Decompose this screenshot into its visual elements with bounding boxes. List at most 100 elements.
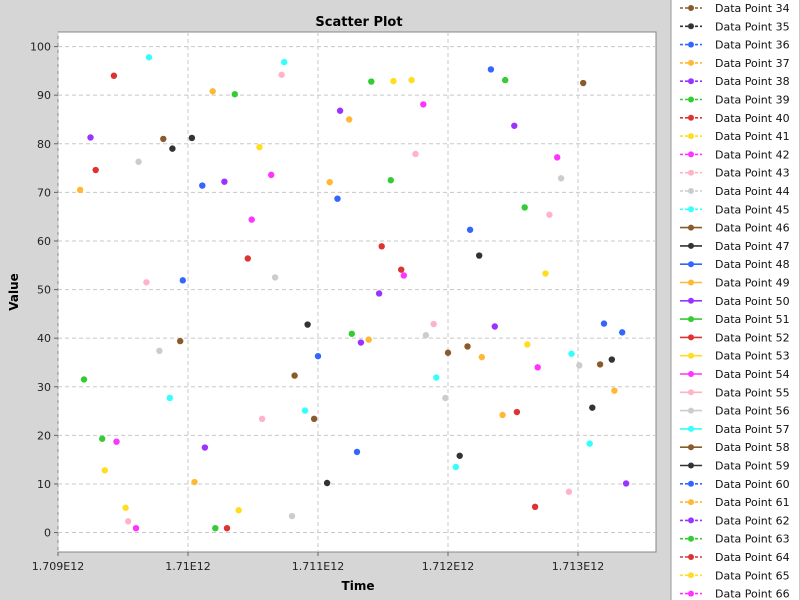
y-tick-label: 50 xyxy=(37,284,51,297)
scatter-point xyxy=(400,272,407,279)
legend-item: Data Point 56 xyxy=(680,405,790,418)
legend-marker xyxy=(688,444,694,451)
scatter-point xyxy=(491,323,498,330)
legend-marker xyxy=(688,279,694,286)
scatter-point xyxy=(580,79,587,87)
scatter-point xyxy=(310,415,318,423)
legend-label: Data Point 52 xyxy=(715,331,790,344)
legend-item: Data Point 43 xyxy=(680,167,790,180)
legend-item: Data Point 58 xyxy=(680,441,790,454)
scatter-point xyxy=(212,524,219,532)
chart-title: Scatter Plot xyxy=(315,15,402,30)
scatter-point xyxy=(179,277,186,284)
legend-label: Data Point 46 xyxy=(715,222,790,235)
legend-label: Data Point 35 xyxy=(715,20,790,33)
scatter-point xyxy=(169,145,176,152)
x-tick-label: 1.712E12 xyxy=(422,560,474,573)
legend-item: Data Point 48 xyxy=(680,258,790,271)
scatter-point xyxy=(375,290,383,297)
legend-item: Data Point 62 xyxy=(680,514,790,527)
scatter-point xyxy=(223,524,231,532)
scatter-point xyxy=(209,88,216,95)
scatter-point xyxy=(619,329,626,336)
scatter-point xyxy=(92,166,99,174)
legend-marker xyxy=(688,554,694,560)
scatter-point xyxy=(353,448,361,456)
legend-label: Data Point 48 xyxy=(715,258,790,271)
y-tick-label: 100 xyxy=(30,41,51,54)
scatter-point xyxy=(336,107,344,114)
legend-label: Data Point 54 xyxy=(715,368,790,381)
y-tick-label: 70 xyxy=(37,186,51,199)
legend-label: Data Point 55 xyxy=(715,386,790,399)
y-tick-label: 20 xyxy=(37,429,51,442)
legend-label: Data Point 45 xyxy=(715,203,790,216)
scatter-point xyxy=(412,150,419,158)
scatter-point xyxy=(378,243,385,250)
scatter-point xyxy=(390,77,397,85)
scatter-point xyxy=(499,411,506,419)
legend-marker xyxy=(688,297,694,304)
scatter-point xyxy=(291,372,298,379)
legend-label: Data Point 59 xyxy=(715,460,790,473)
legend-label: Data Point 42 xyxy=(715,148,790,161)
legend-marker xyxy=(688,188,694,194)
scatter-point xyxy=(464,343,471,350)
legend-marker xyxy=(688,371,694,377)
legend-item: Data Point 45 xyxy=(680,203,790,216)
scatter-point xyxy=(278,71,285,78)
legend-marker xyxy=(688,224,694,231)
y-axis-label: Value xyxy=(7,273,21,311)
legend-label: Data Point 62 xyxy=(715,514,790,527)
scatter-point xyxy=(511,122,518,129)
legend-marker xyxy=(688,389,694,396)
scatter-point xyxy=(420,101,427,108)
scatter-point xyxy=(600,320,608,327)
scatter-point xyxy=(268,171,275,179)
y-tick-label: 30 xyxy=(37,381,51,394)
scatter-point xyxy=(314,352,322,360)
scatter-point xyxy=(430,320,437,328)
y-tick-label: 60 xyxy=(37,235,51,248)
scatter-point xyxy=(466,226,474,233)
scatter-point xyxy=(326,178,333,186)
scatter-point xyxy=(135,158,142,165)
scatter-point xyxy=(422,332,430,339)
scatter-point xyxy=(80,376,88,383)
legend-label: Data Point 66 xyxy=(715,588,790,600)
legend-label: Data Point 53 xyxy=(715,350,790,363)
scatter-point xyxy=(191,478,198,486)
scatter-point xyxy=(188,134,196,142)
legend-item: Data Point 37 xyxy=(680,57,790,70)
legend-marker xyxy=(688,352,694,359)
legend-item: Data Point 65 xyxy=(680,569,790,582)
legend-item: Data Point 63 xyxy=(680,533,790,546)
legend-label: Data Point 57 xyxy=(715,423,790,436)
legend-item: Data Point 64 xyxy=(680,551,790,564)
scatter-point xyxy=(357,339,365,346)
legend: Data Point 34 Data Point 35 Data Point 36 D… xyxy=(680,2,790,600)
x-tick-label: 1.709E12 xyxy=(32,560,84,573)
scatter-point xyxy=(452,463,459,471)
scatter-point xyxy=(542,270,549,277)
legend-marker xyxy=(688,41,694,48)
scatter-point xyxy=(521,204,528,211)
scatter-point xyxy=(221,178,228,185)
scatter-point xyxy=(87,134,94,141)
scatter-point xyxy=(534,364,541,371)
scatter-point xyxy=(586,440,593,447)
legend-marker xyxy=(688,261,694,268)
legend-label: Data Point 47 xyxy=(715,240,790,253)
legend-item: Data Point 52 xyxy=(680,331,790,344)
legend-item: Data Point 40 xyxy=(680,112,790,125)
scatter-point xyxy=(288,512,296,520)
legend-marker xyxy=(688,590,694,597)
legend-marker xyxy=(688,425,694,432)
legend-marker xyxy=(688,572,694,579)
scatter-point xyxy=(611,387,618,394)
legend-label: Data Point 38 xyxy=(715,75,790,88)
data-points xyxy=(76,54,630,532)
y-tick-label: 80 xyxy=(37,138,51,151)
scatter-point xyxy=(231,91,238,98)
